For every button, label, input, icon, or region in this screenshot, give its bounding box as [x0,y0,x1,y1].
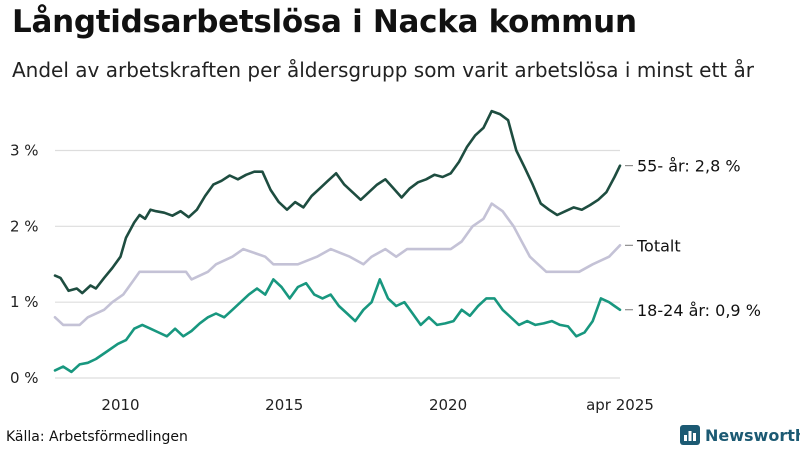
source-note: Källa: Arbetsförmedlingen [6,429,188,445]
y-tick-label: 3 % [10,142,39,160]
line-layer [53,109,622,374]
x-tick-label: 2020 [429,396,467,414]
grid-layer [55,149,620,379]
y-tick-label: 1 % [10,293,39,311]
series-end-label-18-24-r: 18-24 år: 0,9 % [637,301,761,320]
bar-chart-icon [680,425,700,445]
series-end-label-55-r: 55- år: 2,8 % [637,157,741,176]
series-line-55-r [53,109,622,295]
x-tick-label: 2010 [101,396,139,414]
chart-subtitle: Andel av arbetskraften per åldersgrupp s… [12,58,754,82]
chart-title: Långtidsarbetslösa i Nacka kommun [12,4,637,40]
brand-name: Newsworthy [705,425,800,445]
series-end-label-totalt: Totalt [636,236,681,255]
series-line-18-24-r [53,278,622,374]
y-tick-label: 2 % [10,217,39,235]
y-tick-label: 0 % [10,369,39,387]
x-tick-label: apr 2025 [586,396,654,414]
newsworthy-logo[interactable]: Newsworthy [680,425,800,445]
series-line-totalt [53,202,622,327]
x-tick-label: 2015 [265,396,303,414]
label-layer: 0 % 1 % 2 % 3 % 2010 2015 2020 apr 2025 55- år: … [10,142,761,415]
